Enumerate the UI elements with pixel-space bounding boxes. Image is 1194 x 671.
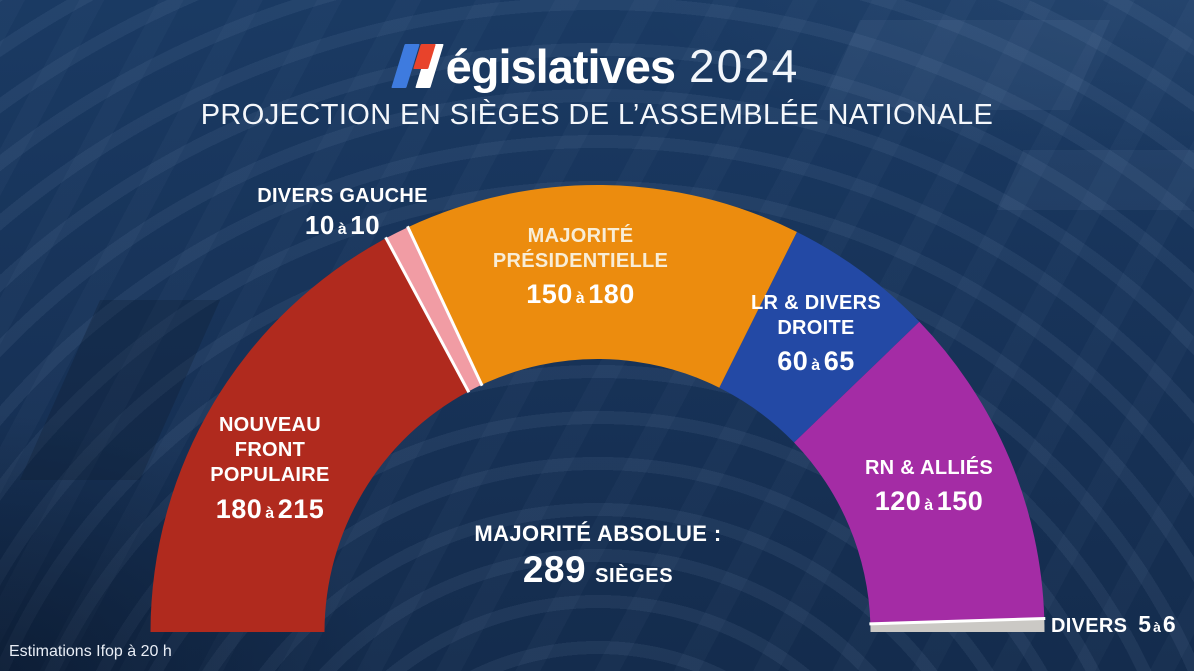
seat-range: 180 à 215	[215, 493, 325, 524]
wedge-separator	[406, 225, 484, 387]
wedge-divers-gauche	[386, 227, 482, 392]
wedge-separators	[384, 225, 1046, 626]
wedge-rn-alli-s	[794, 321, 1045, 624]
source-note: Estimations Ifop à 20 h	[9, 643, 172, 660]
label-nouveau-front-populaire: NOUVEAU FRONT POPULAIRE 180 à 215	[158, 413, 382, 525]
wedge-majorit-pr-sidentielle	[407, 185, 798, 388]
seat-range: 120 à 150	[874, 486, 984, 517]
party-name: LR & DIVERS	[751, 292, 881, 314]
majority-title: MAJORITÉ ABSOLUE :	[474, 521, 722, 546]
seat-range: 5 à6	[1138, 611, 1176, 637]
wedge-divers	[870, 618, 1045, 632]
seat-range: 60 à 65	[777, 346, 855, 377]
seat-range: 150 à 180	[526, 279, 635, 310]
program-logo: égislatives 2024	[0, 40, 1194, 92]
label-majorite-presidentielle: MAJORITÉ PRÉSIDENTIELLE 150 à 180	[458, 224, 703, 310]
page-title: PROJECTION EN SIÈGES DE L’ASSEMBLÉE NATI…	[200, 99, 994, 131]
logo-wordmark: égislatives	[445, 39, 676, 93]
wedge-separator	[384, 236, 471, 394]
party-name: DIVERS GAUCHE	[257, 185, 428, 207]
wedge-separator	[869, 617, 1046, 626]
majority-callout: MAJORITÉ ABSOLUE : 289 SIÈGES	[440, 521, 756, 591]
logo-year: 2024	[689, 40, 800, 92]
party-name: PRÉSIDENTIELLE	[492, 250, 669, 273]
label-lr-divers-droite: LR & DIVERS DROITE 60 à 65	[726, 291, 906, 377]
wedges	[150, 185, 1045, 633]
party-name: POPULAIRE	[210, 464, 330, 487]
party-name: DIVERS	[1051, 615, 1128, 637]
wedge-lr-divers-droite	[719, 231, 920, 443]
party-name: NOUVEAU	[218, 414, 322, 436]
party-name: DROITE	[777, 317, 855, 340]
label-divers-gauche: DIVERS GAUCHE 10 à 10	[240, 184, 445, 241]
majority-seats: 289	[522, 549, 587, 590]
party-name: FRONT	[234, 439, 306, 462]
seat-range: 10 à 10	[304, 210, 381, 241]
majority-unit: SIÈGES	[595, 565, 674, 587]
wedge-nouveau-front-populaire	[150, 238, 469, 633]
party-name: MAJORITÉ	[527, 225, 634, 247]
label-divers: DIVERS 5 à6	[1051, 611, 1193, 638]
party-name: RN & ALLIÉS	[864, 457, 994, 479]
label-rn-allies: RN & ALLIÉS 120 à 150	[818, 456, 1040, 517]
majority-value: 289 SIÈGES	[440, 549, 756, 591]
